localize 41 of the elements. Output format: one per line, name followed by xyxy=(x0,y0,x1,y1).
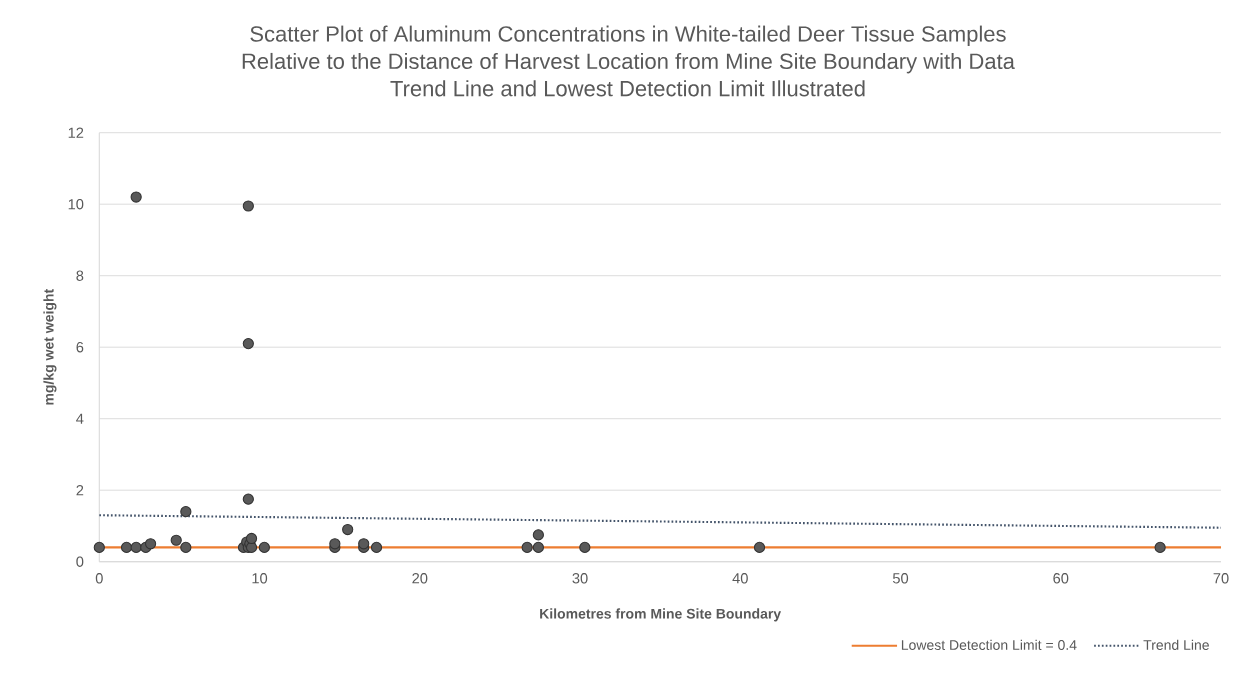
point xyxy=(120,541,133,554)
chart-title: Scatter Plot of Aluminum Concentrations in White-tailed Deer Tissue Samples Relative to the Distance of Harvest Location from Mine Site Boundary with Data Trend Line and Lowest Detection Limit Illustrated xyxy=(242,25,1015,97)
point xyxy=(130,191,142,203)
y-tick-label: 8 xyxy=(76,270,84,281)
point xyxy=(180,506,192,518)
point xyxy=(130,541,142,554)
x-tick-label: 50 xyxy=(892,573,909,584)
point xyxy=(532,541,544,554)
y-tick-label: 2 xyxy=(76,485,84,496)
legend-label: Trend Line xyxy=(1143,639,1209,650)
y-tick-label: 6 xyxy=(76,342,84,353)
point xyxy=(242,200,254,212)
point xyxy=(242,493,254,505)
y-axis-title: mg/kg wet weight xyxy=(43,289,57,405)
point xyxy=(93,541,105,554)
point xyxy=(521,541,533,554)
x-tick-label: 20 xyxy=(412,573,428,584)
point xyxy=(370,541,383,554)
point xyxy=(180,541,192,554)
point xyxy=(245,532,258,545)
point xyxy=(258,541,270,554)
y-tick-label: 10 xyxy=(68,199,84,210)
point xyxy=(753,541,766,554)
y-tick-label: 4 xyxy=(76,413,84,424)
x-tick-label: 0 xyxy=(95,573,103,584)
point xyxy=(170,534,182,546)
x-tick-label: 70 xyxy=(1213,573,1229,584)
point xyxy=(532,529,544,541)
x-axis-title: Kilometres from Mine Site Boundary xyxy=(540,608,782,622)
point xyxy=(342,523,354,536)
legend-label: Lowest Detection Limit = 0.4 xyxy=(901,639,1077,650)
x-tick-label: 30 xyxy=(572,573,588,584)
point xyxy=(144,538,157,550)
y-tick-label: 0 xyxy=(76,556,84,567)
x-tick-label: 60 xyxy=(1053,573,1069,584)
x-tick-label: 10 xyxy=(252,573,268,584)
y-tick-label: 12 xyxy=(68,127,84,138)
point xyxy=(579,541,591,554)
x-tick-label: 40 xyxy=(732,573,748,584)
point xyxy=(242,338,254,350)
point xyxy=(1154,541,1166,554)
